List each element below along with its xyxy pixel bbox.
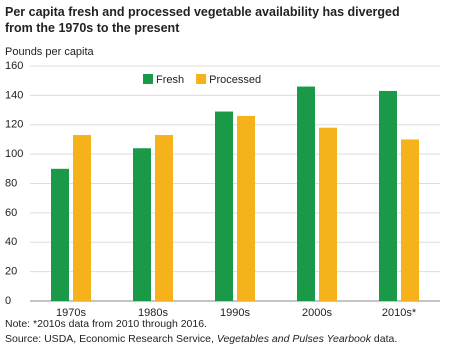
y-tick-label: 120: [5, 119, 23, 131]
bar: [155, 135, 173, 301]
bar: [237, 115, 255, 301]
x-tick-label: 2010s*: [382, 307, 417, 319]
source-italic: Vegetables and Pulses Yearbook: [216, 333, 371, 345]
x-tick-label: 1990s: [220, 307, 250, 319]
x-tick-label: 1970s: [56, 307, 86, 319]
bar: [297, 86, 315, 301]
bar: [379, 90, 397, 301]
legend-label: Fresh: [156, 74, 184, 86]
y-tick-label: 100: [5, 148, 23, 160]
note: Note: *2010s data from 2010 through 2016…: [5, 318, 207, 330]
chart-title: Per capita fresh and processed vegetable…: [5, 5, 400, 35]
y-axis-label: Pounds per capita: [5, 46, 95, 58]
source-text: data.: [370, 333, 398, 345]
source-text: Source: USDA, Economic Research Service,: [5, 333, 217, 345]
bar: [401, 139, 419, 301]
x-tick-label: 2000s: [302, 307, 332, 319]
bar: [73, 135, 91, 301]
y-tick-label: 20: [5, 266, 17, 278]
y-tick-label: 40: [5, 236, 17, 248]
legend-swatch: [196, 74, 207, 84]
bar: [51, 168, 69, 301]
legend-label: Processed: [209, 74, 261, 86]
bar: [319, 127, 337, 301]
y-tick-label: 140: [5, 89, 23, 101]
y-tick-label: 160: [5, 60, 23, 72]
bar: [215, 111, 233, 301]
bar: [133, 148, 151, 301]
source: Source: USDA, Economic Research Service,…: [5, 333, 397, 345]
y-tick-label: 0: [5, 295, 11, 307]
y-tick-label: 80: [5, 177, 17, 189]
legend-swatch: [143, 74, 153, 84]
y-tick-label: 60: [5, 207, 17, 219]
x-tick-label: 1980s: [138, 307, 168, 319]
